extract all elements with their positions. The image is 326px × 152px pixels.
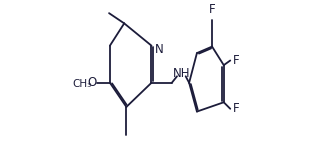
Text: F: F bbox=[232, 54, 239, 67]
Text: F: F bbox=[209, 3, 215, 16]
Text: NH: NH bbox=[172, 67, 190, 80]
Text: O: O bbox=[88, 76, 97, 89]
Text: F: F bbox=[232, 102, 239, 115]
Text: CH₃: CH₃ bbox=[72, 79, 92, 89]
Text: N: N bbox=[155, 43, 163, 56]
